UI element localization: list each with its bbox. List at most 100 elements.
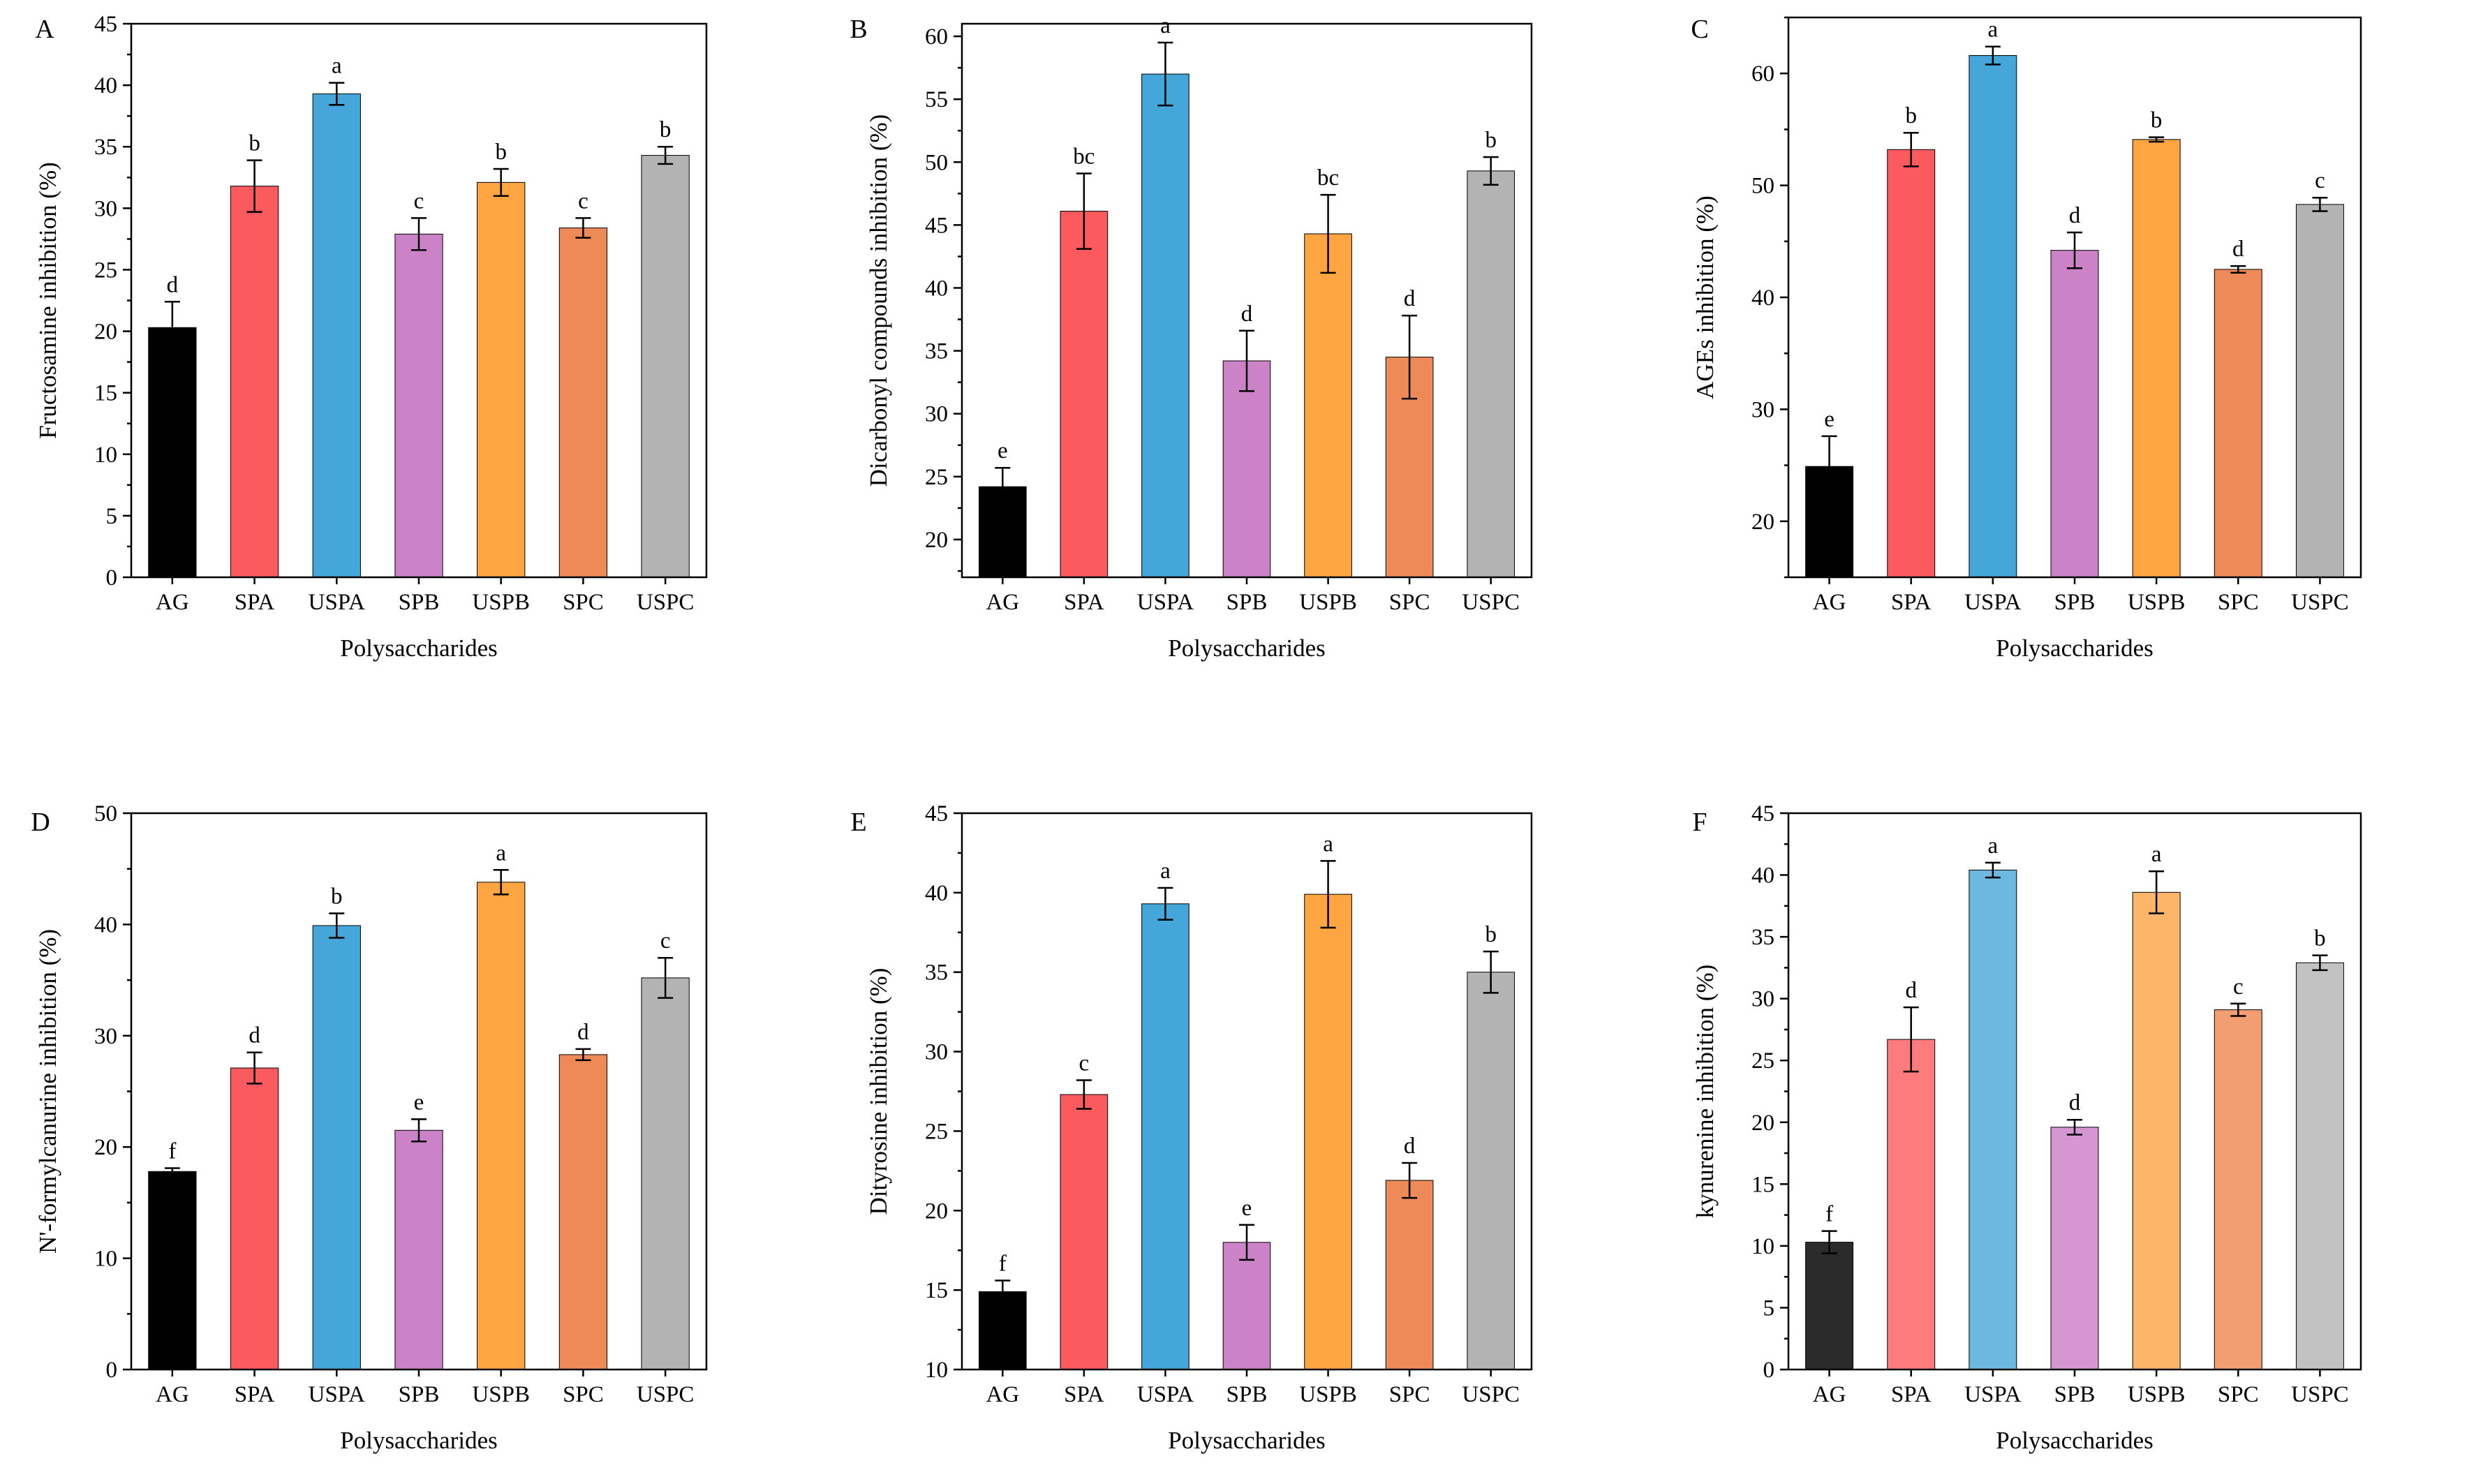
significance-letter: d <box>1404 1134 1416 1159</box>
x-axis-title: Polysaccharides <box>1168 635 1325 662</box>
y-tick-label: 50 <box>1751 174 1774 199</box>
y-tick-label: 30 <box>925 402 948 427</box>
significance-letter: a <box>1988 17 1999 43</box>
x-tick-label: AG <box>1813 590 1846 615</box>
y-tick-label: 35 <box>925 339 948 364</box>
x-tick-label: USPA <box>309 590 366 615</box>
error-bar-spb <box>411 217 427 251</box>
x-tick-label: SPC <box>2218 590 2259 615</box>
y-tick-label: 20 <box>1751 510 1774 535</box>
significance-letter: f <box>1825 1202 1833 1227</box>
error-bar-uspb <box>2149 136 2165 143</box>
x-tick-label: SPA <box>1891 590 1932 615</box>
bar-spc <box>2214 269 2262 578</box>
error-bar-uspa <box>1157 886 1173 921</box>
bar-spc <box>558 228 608 578</box>
x-tick-label: SPA <box>235 590 275 615</box>
chart-panel-b: Be AG bc SPA a USPA d SPB bc USPB d SPC b USPC 20 25 30 3… <box>850 13 1533 662</box>
significance-letter: b <box>660 117 672 142</box>
bar-uspc <box>1467 170 1515 578</box>
error-bar-uspc <box>1483 156 1499 186</box>
y-tick-label: 30 <box>94 1024 117 1049</box>
bar-uspb <box>1304 893 1352 1370</box>
error-bar-spb <box>1239 1224 1254 1261</box>
chart-panel-c: Ce AG b SPA a USPA d SPB b USPB d SPC c USPC 20 30 40 50 6… <box>1691 15 2362 662</box>
error-bar-spb <box>1239 329 1254 392</box>
y-tick-label: 20 <box>94 1135 117 1160</box>
significance-letter: b <box>1485 922 1497 947</box>
bar-uspb <box>477 181 526 578</box>
y-tick-label: 35 <box>94 135 117 160</box>
x-axis-title: Polysaccharides <box>1996 1427 2153 1454</box>
error-bar-ag <box>995 1279 1011 1304</box>
bar-uspb <box>2132 139 2181 578</box>
y-tick-label: 20 <box>925 528 948 553</box>
significance-letter: d <box>1905 978 1917 1003</box>
bar-spa <box>230 1067 279 1370</box>
y-tick-label: 5 <box>106 504 118 529</box>
bar-spa <box>1887 1039 1936 1370</box>
error-bar-spa <box>1076 172 1092 250</box>
bar-ag <box>1805 1242 1854 1370</box>
y-tick-label: 20 <box>1751 1111 1774 1136</box>
y-tick-label: 60 <box>925 24 948 50</box>
plot-frame <box>1787 812 2362 1371</box>
x-tick-label: USPC <box>1462 590 1520 615</box>
x-tick-label: SPC <box>563 590 604 615</box>
y-tick-label: 40 <box>94 912 117 937</box>
x-tick-label: SPC <box>1389 1382 1430 1407</box>
y-tick-label: 50 <box>925 150 948 175</box>
significance-letter: b <box>331 884 343 909</box>
bar-spa <box>1887 149 1936 578</box>
y-tick-label: 55 <box>925 87 948 112</box>
significance-letter: bc <box>1317 165 1339 191</box>
error-bar-uspa <box>329 912 345 939</box>
plot-frame <box>961 22 1533 579</box>
panel-letter: E <box>850 808 866 837</box>
bar-uspa <box>1141 903 1189 1370</box>
x-tick-label: SPB <box>1226 1382 1268 1407</box>
y-tick-label: 50 <box>94 801 117 826</box>
y-tick-label: 35 <box>925 960 948 986</box>
x-tick-label: SPB <box>2054 590 2096 615</box>
significance-letter: a <box>332 54 342 79</box>
error-bar-ag <box>995 466 1011 507</box>
x-tick-label: USPB <box>1299 1382 1357 1407</box>
error-bar-uspb <box>1320 193 1336 274</box>
error-bar-uspb <box>493 168 509 197</box>
x-tick-label: SPA <box>1064 590 1104 615</box>
y-tick-label: 40 <box>1751 285 1774 311</box>
x-tick-label: SPB <box>399 1382 440 1407</box>
error-bar-uspb <box>1320 860 1336 929</box>
error-bar-ag <box>1821 1230 1837 1254</box>
error-bar-uspc <box>2312 196 2328 212</box>
x-tick-label: USPB <box>2128 1382 2186 1407</box>
error-bar-uspa <box>1985 861 2001 879</box>
bar-spb <box>1222 1242 1271 1370</box>
error-bar-uspc <box>658 145 674 165</box>
error-bar-spa <box>246 1051 262 1085</box>
significance-letter: b <box>1485 128 1497 153</box>
bar-spb <box>1222 360 1271 578</box>
significance-letter: a <box>1988 833 1999 859</box>
panel-letter: F <box>1692 808 1707 837</box>
x-tick-label: AG <box>1813 1382 1846 1407</box>
x-tick-label: USPC <box>1462 1382 1520 1407</box>
x-tick-label: USPC <box>2291 590 2349 615</box>
y-tick-label: 45 <box>94 12 117 37</box>
y-tick-label: 10 <box>1751 1234 1774 1259</box>
bar-spc <box>558 1054 608 1370</box>
y-tick-label: 30 <box>1751 397 1774 422</box>
error-bar-uspc <box>2312 954 2328 972</box>
y-axis-title: N'-formylcanurine inhibition (%) <box>34 929 61 1254</box>
y-tick-label: 15 <box>94 381 117 406</box>
x-tick-label: USPA <box>1137 1382 1194 1407</box>
error-bar-spb <box>2067 1118 2082 1136</box>
y-axis-title: AGEs inhibition (%) <box>1691 195 1719 399</box>
y-tick-label: 0 <box>106 565 118 591</box>
y-tick-label: 40 <box>925 881 948 906</box>
error-bar-uspb <box>493 869 509 896</box>
error-bar-uspa <box>1157 41 1173 107</box>
x-tick-label: AG <box>156 590 189 615</box>
y-tick-label: 40 <box>1751 863 1774 889</box>
